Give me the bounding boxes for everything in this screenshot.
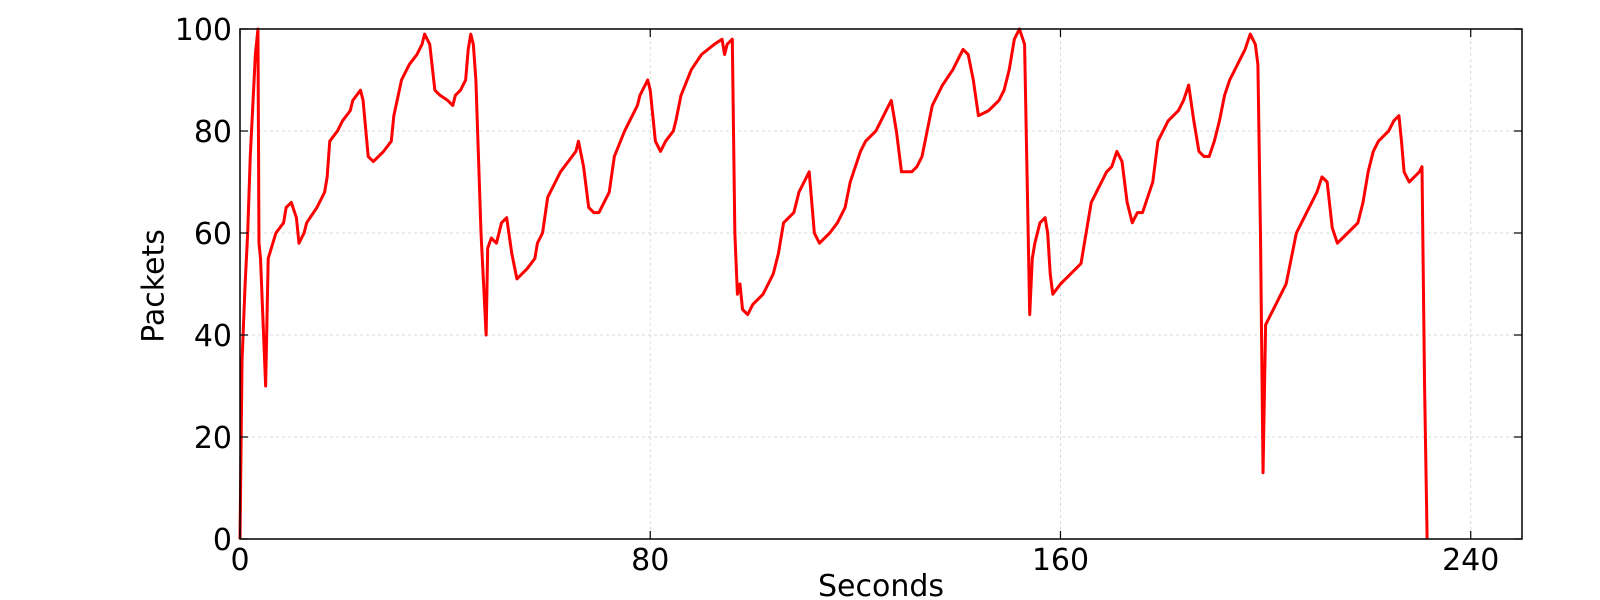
y-tick-label: 60 [194, 217, 232, 252]
x-tick-label: 80 [631, 543, 669, 578]
y-tick-label: 20 [194, 421, 232, 456]
x-axis-title: Seconds [818, 569, 944, 600]
y-tick-label: 80 [194, 115, 232, 150]
y-tick-label: 0 [213, 523, 232, 558]
y-axis-title: Packets [137, 229, 172, 343]
grid [239, 28, 1522, 540]
x-tick-label: 160 [1032, 543, 1089, 578]
x-tick-label: 0 [230, 543, 249, 578]
plot-frame [239, 28, 1523, 540]
y-tick-label: 40 [194, 319, 232, 354]
series-layer [238, 27, 1429, 540]
y-axis: 0 20 40 60 80 100 [175, 13, 1522, 558]
y-tick-label: 100 [175, 13, 232, 48]
x-axis: 0 80 160 240 [230, 29, 1499, 578]
x-tick-label: 240 [1442, 543, 1499, 578]
packets-series-line [238, 27, 1429, 540]
